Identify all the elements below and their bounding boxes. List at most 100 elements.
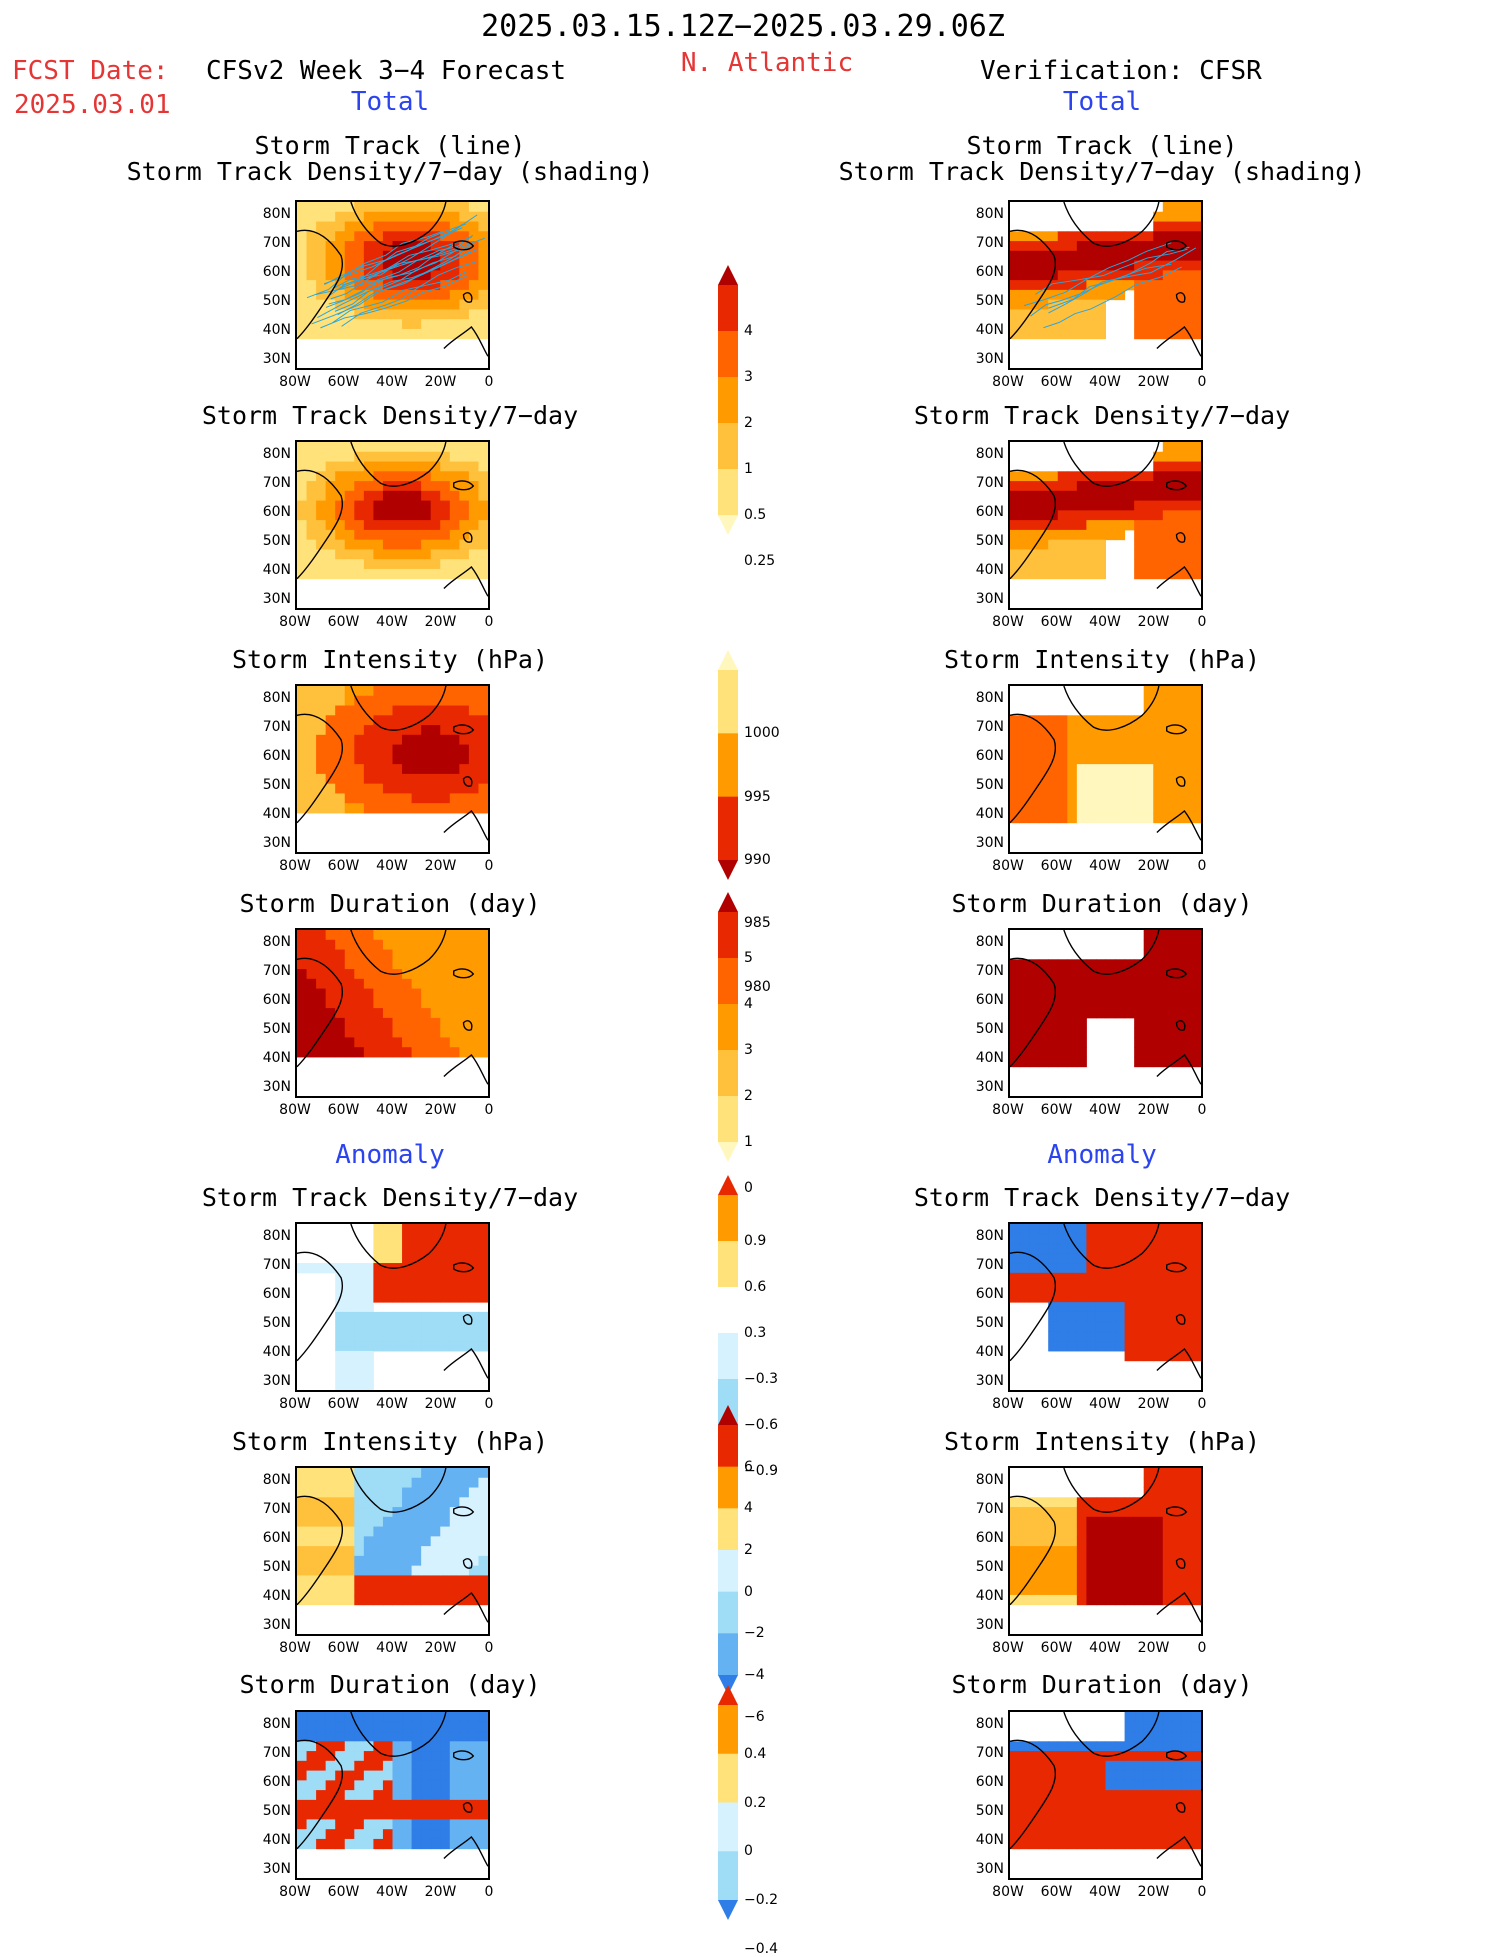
shading-cell: [316, 705, 327, 716]
longitude-tick-label: 0: [1197, 614, 1207, 630]
shading-cell: [1038, 1008, 1049, 1019]
shading-cell: [335, 715, 346, 726]
shading-cell: [449, 1731, 460, 1742]
shading-cell: [1191, 715, 1201, 726]
shading-cell: [1181, 1838, 1192, 1850]
shading-cell: [449, 725, 460, 736]
shading-cell: [1067, 959, 1078, 970]
shading-cell: [1038, 1263, 1049, 1274]
shading-cell: [1076, 1497, 1087, 1508]
latitude-tick-label: 40N: [975, 1050, 1004, 1066]
shading-cell: [1067, 1008, 1078, 1019]
shading-cell: [449, 1565, 460, 1576]
shading-cell: [335, 695, 346, 707]
colorbar-segment: [718, 733, 738, 798]
shading-cell: [306, 686, 317, 697]
shading-cell: [411, 1565, 422, 1576]
shading-cell: [459, 559, 470, 570]
shading-cell: [1086, 1565, 1097, 1576]
coastline: [443, 1836, 488, 1867]
shading-cell: [1076, 1331, 1087, 1342]
shading-cell: [382, 959, 393, 970]
shading-cell: [421, 1233, 432, 1245]
shading-cell: [1019, 998, 1030, 1009]
shading-cell: [1134, 299, 1145, 310]
shading-cell: [392, 1037, 403, 1048]
shading-cell: [373, 783, 384, 794]
shading-cell: [382, 1477, 393, 1489]
shading-cell: [354, 1526, 365, 1537]
shading-cell: [1105, 270, 1116, 281]
shading-cell: [1191, 529, 1201, 541]
shading-cell: [1162, 1302, 1173, 1313]
shading-cell: [1162, 978, 1173, 990]
longitude-tick-label: 60W: [1040, 1102, 1073, 1118]
shading-cell: [421, 442, 432, 453]
shading-cell: [1124, 1594, 1135, 1606]
shading-cell: [1019, 280, 1030, 291]
shading-cell: [1181, 1721, 1192, 1733]
shading-cell: [1115, 959, 1126, 970]
shading-cell: [1067, 1037, 1078, 1048]
shading-cell: [1057, 803, 1068, 814]
shading-cell: [1019, 260, 1030, 271]
shading-cell: [1172, 783, 1183, 794]
shading-cell: [1057, 1799, 1068, 1811]
shading-cell: [459, 695, 470, 707]
shading-cell: [1095, 1292, 1106, 1303]
shading-cell: [325, 978, 336, 990]
shading-cell: [421, 539, 432, 550]
shading-cell: [478, 1507, 488, 1518]
shading-cell: [297, 1526, 308, 1537]
shading-cell: [335, 481, 346, 492]
shading-cell: [335, 1497, 346, 1508]
colorbar-label: 1: [744, 461, 753, 477]
shading-cell: [440, 1594, 451, 1606]
shading-cell: [1153, 998, 1164, 1009]
shading-cell: [1134, 231, 1145, 242]
shading-cell: [306, 1027, 317, 1038]
shading-cell: [1105, 1760, 1116, 1772]
shading-cell: [1067, 1799, 1078, 1811]
shading-cell: [478, 793, 488, 804]
shading-cell: [1181, 1233, 1192, 1245]
storm-track-line: [333, 223, 463, 289]
shading-cell: [1086, 319, 1097, 330]
shading-cell: [449, 299, 460, 310]
shading-cell: [363, 1468, 374, 1479]
shading-cell: [1076, 1741, 1087, 1752]
shading-cell: [440, 559, 451, 570]
shading-cell: [1134, 549, 1145, 560]
shading-cell: [478, 250, 488, 262]
shading-cell: [306, 939, 317, 951]
shading-cell: [1048, 1799, 1059, 1811]
shading-cell: [297, 510, 308, 521]
shading-cell: [402, 328, 413, 340]
shading-cell: [411, 539, 422, 550]
shading-cell: [440, 1536, 451, 1547]
latitude-tick-label: 50N: [262, 1559, 291, 1575]
shading-cell: [392, 1585, 403, 1596]
shading-cell: [1105, 744, 1116, 755]
shading-cell: [440, 568, 451, 580]
shading-cell: [1019, 1594, 1030, 1606]
shading-cell: [1029, 1546, 1040, 1557]
shading-cell: [1057, 549, 1068, 560]
shading-cell: [316, 1565, 327, 1576]
shading-cell: [449, 1263, 460, 1274]
shading-cell: [468, 461, 479, 472]
shading-cell: [392, 471, 403, 482]
shading-cell: [392, 744, 403, 755]
shading-cell: [382, 1790, 393, 1801]
shading-cell: [297, 725, 308, 736]
shading-cell: [478, 1838, 488, 1850]
shading-cell: [1134, 773, 1145, 785]
longitude-tick-label: 20W: [1137, 1884, 1170, 1900]
shading-cell: [1153, 764, 1164, 775]
shading-cell: [1067, 328, 1078, 340]
longitude-tick-label: 80W: [279, 1884, 311, 1900]
shading-cell: [1124, 1507, 1135, 1518]
shading-cell: [354, 1008, 365, 1019]
shading-cell: [1029, 1027, 1040, 1038]
shading-cell: [1105, 520, 1116, 531]
